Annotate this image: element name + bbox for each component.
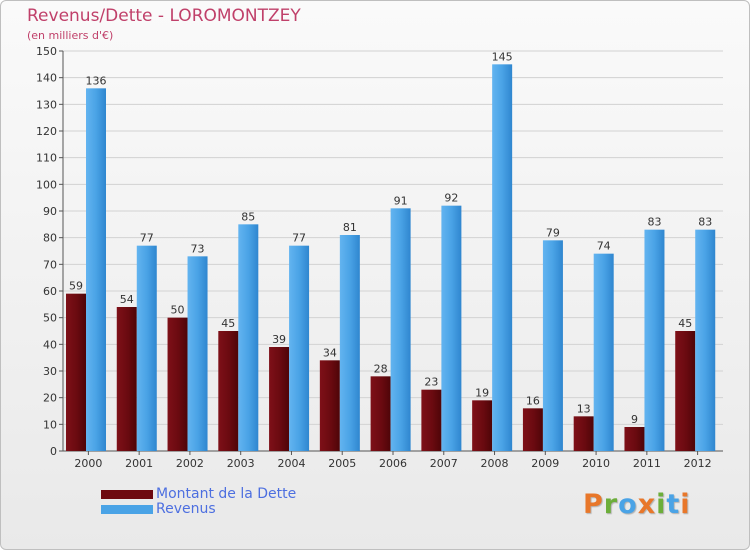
- bar-revenus: [136, 245, 157, 451]
- data-label-dette: 45: [221, 317, 235, 330]
- x-tick-label: 2001: [125, 457, 153, 470]
- bar-revenus: [339, 235, 360, 451]
- data-label-revenus: 81: [343, 221, 357, 234]
- bar-revenus: [390, 208, 411, 451]
- bar-revenus: [644, 229, 665, 451]
- data-label-dette: 19: [475, 386, 489, 399]
- data-label-dette: 13: [577, 402, 591, 415]
- bar-dette: [319, 360, 340, 451]
- data-label-revenus: 77: [292, 232, 306, 245]
- chart-title: Revenus/Dette - LOROMONTZEY: [27, 6, 301, 26]
- data-label-dette: 9: [631, 413, 638, 426]
- data-label-dette: 28: [374, 362, 388, 375]
- x-tick-label: 2010: [582, 457, 610, 470]
- bar-dette: [66, 293, 86, 451]
- bar-revenus: [238, 224, 259, 451]
- data-label-dette: 50: [171, 304, 185, 317]
- y-tick-label: 60: [43, 285, 57, 298]
- logo-letter: o: [618, 489, 638, 520]
- logo-letter: i: [656, 489, 667, 520]
- x-tick-label: 2002: [176, 457, 204, 470]
- bar-dette: [167, 317, 188, 451]
- bar-revenus: [492, 64, 513, 452]
- chart-subtitle: (en milliers d'€): [27, 29, 114, 42]
- bar-revenus: [86, 88, 106, 451]
- y-tick-label: 10: [43, 418, 57, 431]
- data-label-dette: 39: [272, 333, 286, 346]
- logo-letter: x: [637, 489, 657, 520]
- bar-revenus: [289, 245, 310, 451]
- y-tick-label: 130: [36, 98, 57, 111]
- bar-revenus: [542, 240, 563, 451]
- data-label-revenus: 79: [546, 226, 560, 239]
- data-label-revenus: 74: [597, 240, 611, 253]
- bar-dette: [370, 376, 391, 451]
- y-tick-label: 0: [50, 445, 57, 458]
- x-tick-label: 2004: [277, 457, 305, 470]
- bar-dette: [573, 416, 594, 451]
- data-label-dette: 23: [424, 376, 438, 389]
- x-tick-label: 2011: [633, 457, 661, 470]
- data-label-dette: 16: [526, 394, 540, 407]
- legend-label-revenus: Revenus: [156, 501, 216, 517]
- y-tick-label: 30: [43, 365, 57, 378]
- logo-letter: P: [583, 489, 604, 520]
- y-tick-label: 120: [36, 125, 57, 138]
- data-label-revenus: 92: [444, 192, 458, 205]
- bar-dette: [116, 307, 137, 451]
- data-label-revenus: 83: [698, 216, 712, 229]
- x-tick-label: 2005: [328, 457, 356, 470]
- data-label-dette: 59: [69, 280, 83, 293]
- x-tick-label: 2008: [481, 457, 509, 470]
- bar-revenus: [593, 253, 614, 451]
- x-tick-label: 2003: [227, 457, 255, 470]
- x-tick-label: 2012: [684, 457, 712, 470]
- data-label-revenus: 85: [241, 210, 255, 223]
- y-tick-label: 70: [43, 258, 57, 271]
- y-tick-label: 90: [43, 205, 57, 218]
- y-tick-label: 150: [36, 45, 57, 58]
- x-tick-label: 2000: [74, 457, 102, 470]
- data-label-revenus: 91: [394, 194, 408, 207]
- x-tick-label: 2007: [430, 457, 458, 470]
- proxiti-logo: Proxiti: [583, 489, 691, 520]
- legend-swatch-revenus: [101, 505, 153, 514]
- logo-letter: t: [666, 489, 681, 520]
- y-tick-label: 100: [36, 178, 57, 191]
- data-label-revenus: 77: [140, 232, 154, 245]
- data-label-dette: 45: [678, 317, 692, 330]
- y-tick-label: 140: [36, 72, 57, 85]
- y-tick-label: 50: [43, 312, 57, 325]
- bar-revenus: [187, 256, 208, 451]
- bar-dette: [218, 331, 239, 451]
- data-label-revenus: 73: [191, 242, 205, 255]
- data-label-revenus: 83: [647, 216, 661, 229]
- bar-dette: [522, 408, 543, 451]
- y-tick-label: 110: [36, 152, 57, 165]
- bar-revenus: [441, 205, 462, 451]
- x-tick-label: 2006: [379, 457, 407, 470]
- legend-swatch-dette: [101, 490, 153, 499]
- y-tick-label: 40: [43, 338, 57, 351]
- bar-dette: [269, 347, 290, 451]
- bar-revenus: [695, 229, 716, 451]
- logo-letter: r: [603, 489, 619, 520]
- data-label-revenus: 145: [492, 50, 513, 63]
- y-tick-label: 20: [43, 392, 57, 405]
- legend-label-dette: Montant de la Dette: [156, 486, 297, 502]
- data-label-revenus: 136: [86, 74, 107, 87]
- bar-dette: [472, 400, 493, 451]
- data-label-dette: 54: [120, 293, 134, 306]
- bar-dette: [624, 427, 645, 451]
- y-tick-label: 80: [43, 232, 57, 245]
- bar-dette: [421, 389, 442, 451]
- logo-letter: i: [680, 489, 691, 520]
- x-tick-label: 2009: [531, 457, 559, 470]
- data-label-dette: 34: [323, 346, 337, 359]
- bar-dette: [675, 331, 696, 451]
